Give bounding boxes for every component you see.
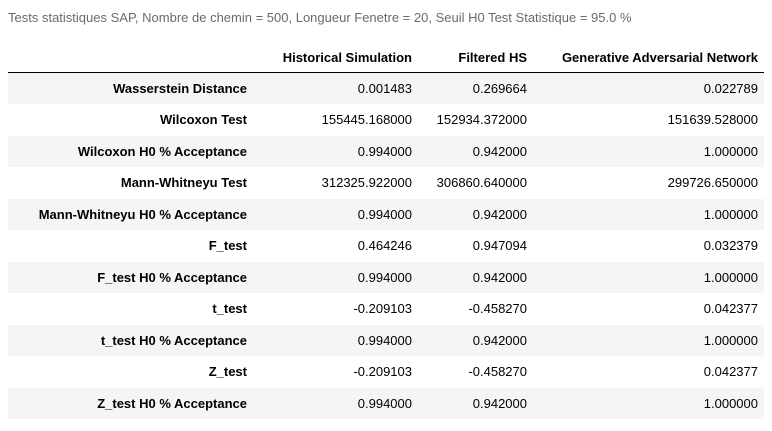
table-cell: 0.269664	[472, 81, 527, 96]
table-header: Historical Simulation Filtered HS Genera…	[8, 42, 764, 73]
table-cell: 0.464246	[357, 238, 412, 254]
table-cell: 0.942000	[472, 206, 527, 222]
table-cell: 0.994000	[357, 332, 412, 348]
table-cell: 1.000000	[703, 395, 758, 411]
table-cell: 1.000000	[703, 206, 758, 222]
table-cell: -0.209103	[353, 364, 412, 380]
table-row: Z_test -0.209103 -0.458270 0.042377	[8, 356, 764, 388]
row-label: t_test H0 % Acceptance	[100, 332, 247, 348]
table-cell: 155445.168000	[321, 112, 412, 128]
table-cell: 0.942000	[472, 332, 527, 348]
row-label: Wilcoxon Test	[159, 112, 247, 128]
table-cell: 0.994000	[357, 143, 412, 159]
table-cell: 312325.922000	[321, 175, 412, 191]
table-row: F_test H0 % Acceptance 0.994000 0.942000…	[8, 261, 764, 293]
table-row: Mann-Whitneyu H0 % Acceptance 0.994000 0…	[8, 198, 764, 230]
column-header-gan: Generative Adversarial Network	[533, 42, 764, 73]
row-label: F_test H0 % Acceptance	[97, 269, 247, 285]
table-cell: 151639.528000	[667, 112, 758, 128]
table-cell: -0.458270	[468, 364, 527, 380]
statistics-table: Historical Simulation Filtered HS Genera…	[8, 42, 764, 419]
table-cell: 0.022789	[703, 81, 758, 96]
column-header-filtered-hs: Filtered HS	[418, 42, 533, 73]
column-header-historical-simulation: Historical Simulation	[253, 42, 418, 73]
table-caption: Tests statistiques SAP, Nombre de chemin…	[8, 10, 632, 25]
table-cell: 1.000000	[703, 143, 758, 159]
table-row: F_test 0.464246 0.947094 0.032379	[8, 230, 764, 262]
index-header	[8, 42, 253, 73]
table-cell: 1.000000	[703, 332, 758, 348]
table-cell: 0.947094	[472, 238, 527, 254]
table-cell: 0.042377	[703, 364, 758, 380]
table-cell: 0.994000	[357, 395, 412, 411]
table-cell: -0.209103	[353, 301, 412, 317]
row-label: t_test	[212, 301, 247, 317]
table-cell: -0.458270	[468, 301, 527, 317]
table-row: Wilcoxon H0 % Acceptance 0.994000 0.9420…	[8, 135, 764, 167]
table-row: t_test -0.209103 -0.458270 0.042377	[8, 293, 764, 325]
table-cell: 0.032379	[703, 238, 758, 254]
table-row: Z_test H0 % Acceptance 0.994000 0.942000…	[8, 387, 764, 419]
table-cell: 299726.650000	[667, 175, 758, 191]
row-label: Mann-Whitneyu Test	[120, 175, 247, 191]
table-row: t_test H0 % Acceptance 0.994000 0.942000…	[8, 324, 764, 356]
table-row: Mann-Whitneyu Test 312325.922000 306860.…	[8, 167, 764, 199]
table-body: Wasserstein Distance 0.001483 0.269664 0…	[8, 72, 764, 419]
table-cell: 1.000000	[703, 269, 758, 285]
table-cell: 0.942000	[472, 143, 527, 159]
table-cell: 152934.372000	[436, 112, 527, 128]
table-row: Wasserstein Distance 0.001483 0.269664 0…	[8, 72, 764, 104]
table-cell: 0.994000	[357, 206, 412, 222]
row-label: Mann-Whitneyu H0 % Acceptance	[38, 206, 247, 222]
table-cell: 0.001483	[357, 81, 412, 96]
table-cell: 0.942000	[472, 269, 527, 285]
table-cell: 0.042377	[703, 301, 758, 317]
row-label: F_test	[208, 238, 247, 254]
table-cell: 306860.640000	[436, 175, 527, 191]
row-label: Wasserstein Distance	[113, 81, 247, 96]
row-label: Z_test	[208, 364, 247, 380]
table-row: Wilcoxon Test 155445.168000 152934.37200…	[8, 104, 764, 136]
table-cell: 0.942000	[472, 395, 527, 411]
row-label: Z_test H0 % Acceptance	[97, 395, 247, 411]
row-label: Wilcoxon H0 % Acceptance	[77, 143, 247, 159]
table-cell: 0.994000	[357, 269, 412, 285]
header-row: Historical Simulation Filtered HS Genera…	[8, 42, 764, 73]
